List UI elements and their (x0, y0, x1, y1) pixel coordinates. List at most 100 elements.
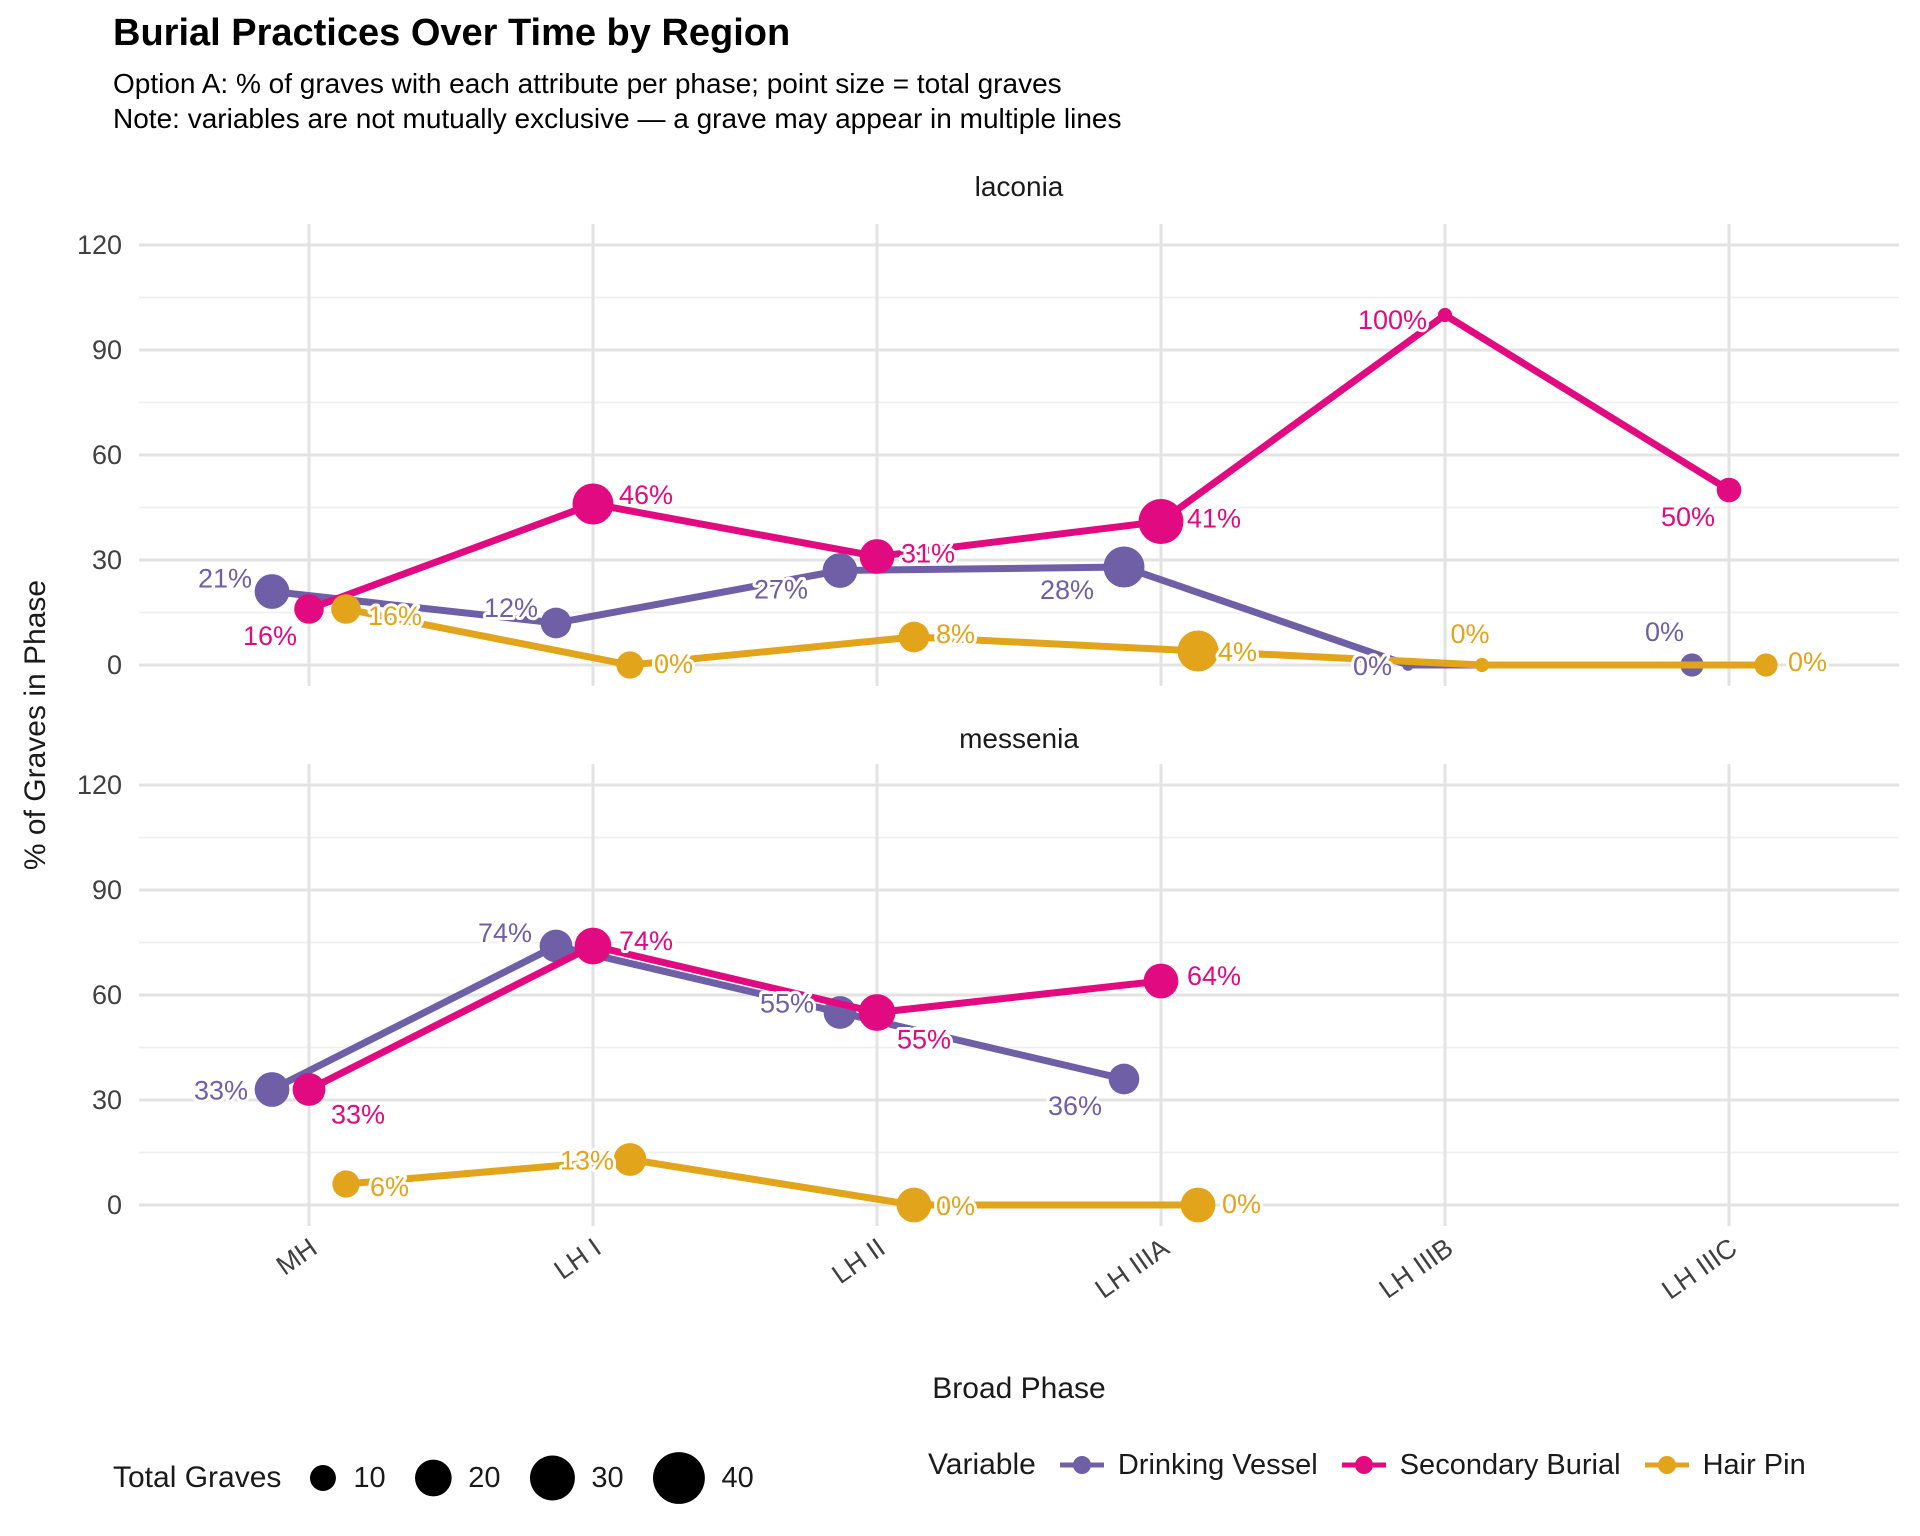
legend-entry-drinking-vessel: Drinking Vessel (1058, 1449, 1318, 1482)
size-legend-item: 40 (650, 1448, 754, 1508)
legend-key-point (1354, 1456, 1373, 1474)
data-point (822, 553, 858, 588)
size-legend-item: 20 (412, 1448, 501, 1508)
data-point-label: 100% (1358, 305, 1427, 335)
data-point-label: 33% (331, 1100, 385, 1130)
size-legend-key-20 (414, 1459, 452, 1497)
secondary-burial-key-icon (1341, 1456, 1386, 1474)
data-point-label: 33% (194, 1076, 248, 1106)
y-tick-label: 60 (92, 980, 122, 1010)
data-point (331, 594, 361, 624)
legend-key-point (1072, 1456, 1091, 1474)
data-point (859, 539, 895, 574)
size-legend-key-10 (310, 1465, 337, 1491)
data-point-label: 6% (370, 1172, 409, 1202)
data-point-label: 13% (560, 1146, 614, 1176)
y-tick-label: 90 (92, 335, 122, 365)
y-tick-label: 120 (77, 770, 122, 800)
data-point (1474, 657, 1490, 673)
facet-title-messenia: messenia (959, 723, 1079, 754)
series-line-secondary-burial (307, 310, 1731, 613)
x-tick-label: LH IIIC (1656, 1232, 1742, 1305)
data-point (858, 994, 896, 1031)
size-legend-item: 10 (307, 1448, 386, 1508)
x-tick-label: MH (271, 1232, 323, 1281)
data-point-label: 21% (198, 564, 252, 594)
series-line-secondary-burial (307, 942, 1162, 1093)
data-point (574, 927, 612, 965)
data-point-label: 16% (243, 621, 297, 651)
y-tick-label: 120 (77, 230, 122, 260)
size-legend-value: 30 (591, 1461, 624, 1494)
data-point (294, 594, 324, 624)
chart-title: Burial Practices Over Time by Region (113, 12, 791, 54)
size-legend-circle (310, 1465, 337, 1491)
data-point-label: 64% (1187, 961, 1241, 991)
data-point (613, 1143, 647, 1176)
x-axis-title: Broad Phase (932, 1372, 1106, 1405)
data-point-label: 41% (1187, 504, 1241, 534)
data-point-label: 16% (368, 601, 422, 631)
y-tick-label: 0 (107, 1190, 122, 1220)
data-point-label: 0% (1353, 651, 1392, 681)
data-point (898, 621, 930, 653)
data-point-label: 0% (1645, 617, 1684, 647)
y-tick-label: 30 (92, 545, 122, 575)
y-tick-label: 60 (92, 440, 122, 470)
legend-key-point (1657, 1456, 1676, 1474)
y-axis-title: % of Graves in Phase (19, 579, 52, 871)
y-tick-label: 0 (107, 650, 122, 680)
data-point-label: 46% (619, 480, 673, 510)
size-legend-circle (529, 1455, 575, 1501)
data-point-label: 36% (1048, 1091, 1102, 1121)
data-point-label: 27% (754, 575, 808, 605)
data-point-label: 0% (1222, 1189, 1261, 1219)
data-point-label: 0% (654, 649, 693, 679)
legend-entry-hair-pin: Hair Pin (1643, 1449, 1806, 1482)
size-legend-value: 20 (468, 1461, 501, 1494)
data-point (1177, 630, 1219, 672)
x-tick-label: LH II (827, 1232, 891, 1289)
size-legend-value: 40 (721, 1461, 754, 1494)
data-point (1138, 499, 1184, 544)
hair-pin-key-icon (1644, 1456, 1689, 1474)
data-point (1754, 653, 1778, 677)
size-legend-circle (652, 1452, 705, 1504)
series-line-hair-pin (345, 1155, 1198, 1209)
data-point (1716, 477, 1742, 503)
color-legend-title: Variable (928, 1448, 1036, 1481)
data-point (332, 1170, 360, 1198)
size-legend-key-40 (652, 1452, 705, 1504)
data-point-label: 31% (901, 539, 955, 569)
y-tick-label: 90 (92, 875, 122, 905)
size-legend-key-30 (529, 1455, 575, 1501)
facet-title-laconia: laconia (975, 171, 1064, 202)
data-point-label: 74% (619, 926, 673, 956)
data-point-label: 50% (1661, 502, 1715, 532)
data-point-label: 12% (484, 593, 538, 623)
data-point (540, 607, 572, 639)
data-point (254, 574, 290, 609)
size-legend-circle (414, 1459, 452, 1497)
data-point-label: 28% (1040, 575, 1094, 605)
series-line-drinking-vessel (270, 942, 1125, 1093)
data-point (1143, 963, 1179, 999)
data-point (896, 1187, 932, 1223)
legend-entry-secondary-burial: Secondary Burial (1340, 1449, 1621, 1482)
size-legend-title: Total Graves (113, 1461, 282, 1494)
y-tick-label: 30 (92, 1085, 122, 1115)
legend-entry-label: Hair Pin (1702, 1448, 1806, 1481)
size-legend-value: 10 (353, 1461, 386, 1494)
data-point-label: 55% (897, 1025, 951, 1055)
chart-subtitle-line1: Option A: % of graves with each attribut… (113, 68, 1062, 99)
x-tick-label: LH IIIA (1090, 1232, 1175, 1304)
data-point-label: 0% (936, 1191, 975, 1221)
size-legend-item: 30 (527, 1448, 624, 1508)
data-point (1103, 546, 1145, 588)
data-point-label: 74% (478, 918, 532, 948)
data-point-label: 0% (1450, 619, 1489, 649)
data-point (1437, 307, 1453, 323)
data-point-label: 4% (1218, 637, 1257, 667)
data-point (254, 1072, 290, 1107)
